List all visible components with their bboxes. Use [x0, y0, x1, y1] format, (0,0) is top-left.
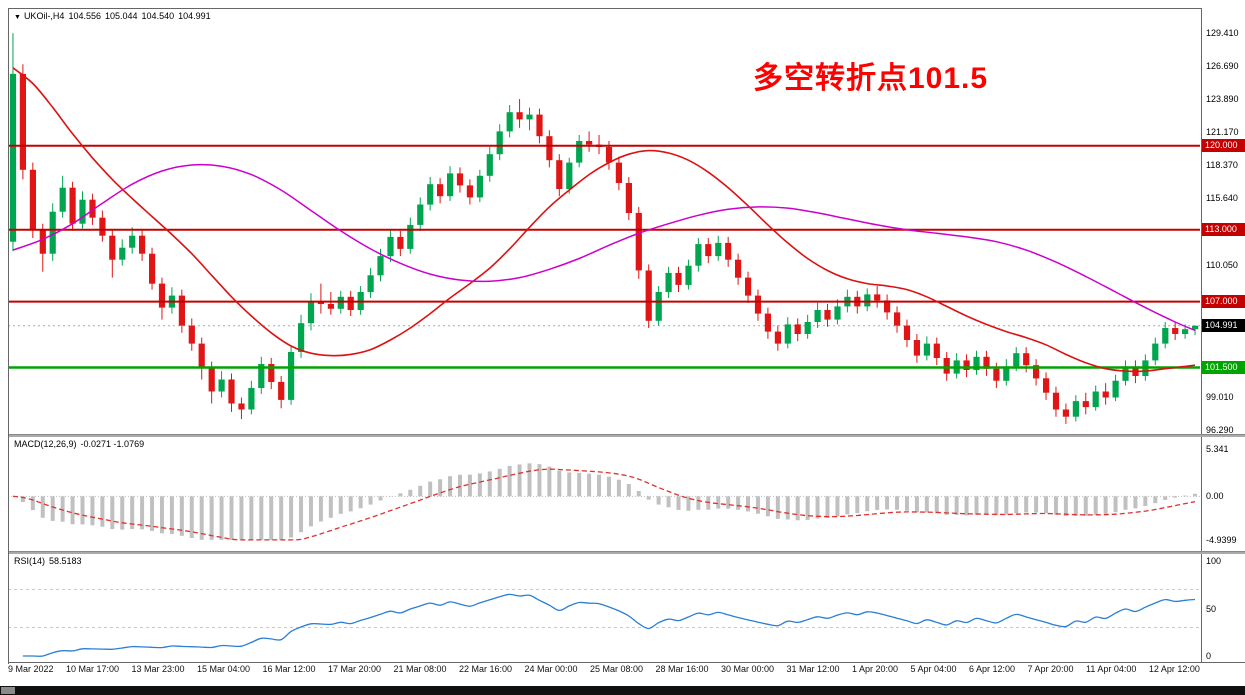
symbol-header: ▼ UKOil-,H4 104.556 105.044 104.540 104.991 [14, 11, 215, 21]
time-axis-label: 5 Apr 04:00 [910, 664, 957, 674]
axis-tick-label: 0 [1206, 651, 1212, 661]
rsi-indicator-name: RSI(14) [14, 556, 46, 566]
time-axis-label: 12 Apr 12:00 [1148, 664, 1200, 674]
ohlc-low: 104.540 [141, 11, 175, 21]
time-axis-label: 24 Mar 00:00 [524, 664, 578, 674]
macd-label: MACD(12,26,9) -0.0271 -1.0769 [14, 439, 148, 449]
chart-dropdown-icon[interactable]: ▼ [14, 14, 21, 21]
price-axis[interactable]: 129.410 126.690 123.890 121.170 118.370 115.6… [1201, 8, 1245, 662]
axis-tick-label: 50 [1206, 603, 1217, 614]
time-axis-label: 22 Mar 16:00 [458, 664, 513, 674]
time-axis-label: 31 Mar 12:00 [786, 664, 840, 674]
rsi-chart-canvas[interactable] [8, 553, 1200, 662]
time-axis-label: 15 Mar 04:00 [196, 664, 251, 674]
time-axis-label: 1 Apr 20:00 [851, 664, 899, 674]
axis-tick-label: 100 [1206, 556, 1222, 566]
price-line-label: 104.991 [1202, 318, 1245, 332]
time-axis-label: 11 Apr 04:00 [1085, 664, 1137, 674]
axis-tick-label: 129.410 [1206, 28, 1239, 38]
axis-tick-label: 5.341 [1206, 444, 1229, 455]
axis-tick-label: 123.890 [1206, 94, 1239, 105]
horizontal-scrollbar[interactable] [0, 686, 1245, 695]
price-line-label: 101.500 [1202, 360, 1245, 374]
time-axis-label: 30 Mar 00:00 [720, 664, 775, 674]
rsi-label: RSI(14) 58.5183 [14, 556, 86, 566]
symbol-label: UKOil-,H4 [23, 11, 65, 21]
price-line-label: 107.000 [1202, 294, 1245, 308]
ohlc-close: 104.991 [178, 11, 211, 21]
pane-separator[interactable] [8, 434, 1245, 437]
axis-tick-label: 121.170 [1206, 126, 1239, 137]
axis-tick-label: 115.640 [1206, 193, 1238, 204]
time-axis-label: 13 Mar 23:00 [131, 664, 185, 674]
pane-separator[interactable] [8, 551, 1245, 554]
rsi-pane[interactable]: RSI(14) 58.5183 [8, 553, 1200, 662]
ohlc-high: 105.044 [105, 11, 138, 21]
price-pane[interactable]: ▼ UKOil-,H4 104.556 105.044 104.540 104.991 多… [8, 8, 1200, 434]
macd-indicator-name: MACD(12,26,9) [14, 439, 77, 449]
axis-tick-label: 99.010 [1206, 392, 1234, 403]
axis-tick-label: 0.00 [1206, 491, 1224, 502]
time-axis-label: 17 Mar 20:00 [327, 664, 382, 674]
annotation-text: 多空转折点101.5 [753, 62, 989, 95]
time-axis-label: 25 Mar 08:00 [589, 664, 644, 674]
time-axis-label: 7 Apr 20:00 [1027, 664, 1074, 674]
time-axis[interactable]: 9 Mar 2022 10 Mar 17:00 13 Mar 23:00 15 Mar… [8, 664, 1200, 684]
scrollbar-thumb[interactable] [1, 687, 15, 694]
time-axis-label: 10 Mar 17:00 [65, 664, 120, 674]
axis-tick-label: -4.9399 [1206, 534, 1237, 545]
macd-indicator-values: -0.0271 -1.0769 [80, 439, 145, 449]
axis-tick-label: 118.370 [1206, 160, 1238, 171]
time-axis-label: 9 Mar 2022 [8, 664, 54, 674]
axis-tick-label: 110.050 [1206, 260, 1238, 271]
axis-tick-label: 126.690 [1206, 60, 1239, 71]
time-axis-label: 6 Apr 12:00 [968, 664, 1016, 674]
price-line-label: 113.000 [1202, 222, 1245, 236]
chart-bottom-border [8, 662, 1245, 663]
rsi-indicator-value: 58.5183 [49, 556, 82, 566]
ohlc-open: 104.556 [68, 11, 101, 21]
price-line-label: 120.000 [1202, 138, 1245, 152]
macd-pane[interactable]: MACD(12,26,9) -0.0271 -1.0769 [8, 436, 1200, 551]
time-axis-label: 21 Mar 08:00 [393, 664, 447, 674]
macd-chart-canvas[interactable] [8, 436, 1200, 551]
price-chart-canvas[interactable] [8, 8, 1200, 434]
axis-tick-label: 96.290 [1206, 425, 1234, 435]
time-axis-label: 16 Mar 12:00 [262, 664, 316, 674]
time-axis-label: 28 Mar 16:00 [655, 664, 709, 674]
